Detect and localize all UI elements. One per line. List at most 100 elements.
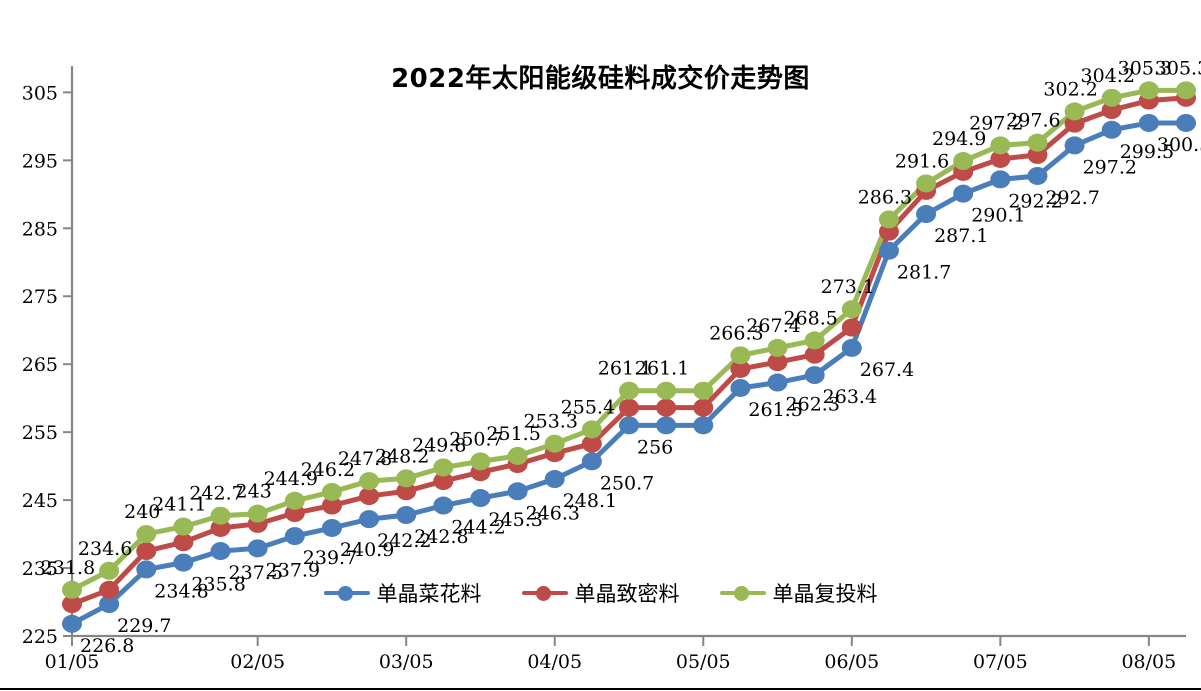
series-data-point bbox=[136, 525, 157, 544]
data-point-label: 297.6 bbox=[1006, 110, 1060, 132]
series-data-point bbox=[210, 542, 231, 561]
data-point-label: 287.1 bbox=[934, 225, 988, 247]
series-data-point bbox=[507, 482, 528, 501]
legend-item-3[interactable]: 单晶复投料 bbox=[719, 578, 878, 608]
x-axis-tick-label: 07/05 bbox=[973, 651, 1028, 673]
legend-item-2[interactable]: 单晶致密料 bbox=[521, 578, 680, 608]
data-point-label: 261.1 bbox=[635, 358, 689, 380]
series-line bbox=[69, 95, 1189, 607]
x-axis-tick-label: 05/05 bbox=[676, 651, 731, 673]
data-point-label: 256 bbox=[637, 436, 673, 458]
series-data-point bbox=[99, 580, 120, 599]
x-axis: 01/05 02/05 03/05 04/05 05/05 06/05 07/05 08/05 bbox=[45, 634, 1186, 673]
series-data-point bbox=[990, 170, 1011, 189]
chart-legend: 单晶菜花料 单晶致密料 单晶复投料 bbox=[0, 578, 1201, 608]
series-data-point bbox=[1101, 88, 1122, 107]
series-data-point bbox=[1027, 166, 1048, 185]
series-data-point bbox=[916, 174, 937, 193]
x-axis-tick-label: 04/05 bbox=[527, 651, 582, 673]
data-point-label: 273.1 bbox=[821, 276, 875, 298]
legend-series-marker-icon bbox=[719, 584, 766, 602]
series-line bbox=[69, 87, 1189, 593]
series-data-point bbox=[359, 510, 380, 529]
data-point-label: 231.8 bbox=[41, 557, 95, 579]
y-axis-tick-label: 295 bbox=[22, 150, 58, 172]
series-data-point bbox=[433, 496, 454, 515]
series-data-point bbox=[173, 533, 194, 552]
series-data-point bbox=[1101, 120, 1122, 139]
series-data-point bbox=[730, 346, 751, 365]
data-point-label: 226.8 bbox=[80, 635, 134, 657]
series-data-point bbox=[99, 595, 120, 614]
data-point-label: 243 bbox=[236, 481, 272, 503]
series-data-point bbox=[878, 210, 899, 229]
series-data-point bbox=[767, 353, 788, 372]
series-data-point bbox=[507, 446, 528, 465]
data-point-label: 261.1 bbox=[598, 358, 652, 380]
x-axis-tick-label: 01/05 bbox=[45, 651, 100, 673]
data-point-label: 250.7 bbox=[600, 472, 654, 494]
series-data-point bbox=[396, 482, 417, 501]
data-point-label: 268.5 bbox=[783, 307, 837, 329]
series-data-point bbox=[693, 416, 714, 435]
series-data-point bbox=[953, 152, 974, 171]
data-point-label: 234.8 bbox=[154, 580, 208, 602]
series-data-point bbox=[284, 527, 305, 546]
legend-item-label: 单晶菜花料 bbox=[376, 582, 482, 606]
data-point-label: 304.2 bbox=[1081, 65, 1135, 87]
data-point-label: 235.8 bbox=[191, 574, 245, 596]
data-point-label: 239.7 bbox=[303, 547, 357, 569]
series-data-point bbox=[619, 381, 639, 400]
series-data-point bbox=[136, 560, 157, 579]
data-point-label: 249.8 bbox=[412, 434, 466, 456]
data-point-label: 242.7 bbox=[189, 483, 243, 505]
data-point-label: 261.5 bbox=[748, 399, 802, 421]
data-point-label: 255.4 bbox=[561, 396, 615, 418]
series-data-point bbox=[916, 205, 937, 224]
series-data-point bbox=[841, 300, 862, 319]
x-axis-tick-label: 06/05 bbox=[824, 651, 879, 673]
y-axis-tick-label: 305 bbox=[22, 82, 58, 104]
series-data-point bbox=[470, 489, 491, 508]
y-axis-tick-label: 225 bbox=[22, 626, 58, 648]
series-data-point bbox=[470, 452, 491, 471]
series-data-point bbox=[396, 469, 417, 488]
series-data-point bbox=[173, 517, 194, 536]
series-data-point bbox=[210, 506, 231, 525]
data-point-label: 297.2 bbox=[969, 112, 1023, 134]
y-axis-tick-label: 255 bbox=[22, 422, 58, 444]
data-point-label: 300.5 bbox=[1157, 134, 1201, 156]
series-data-point bbox=[359, 472, 380, 491]
y-axis-tick-label: 235 bbox=[22, 558, 58, 580]
data-point-label: 297.2 bbox=[1083, 156, 1137, 178]
series-data-point bbox=[581, 420, 602, 439]
data-point-label: 267.4 bbox=[746, 315, 800, 337]
series-data-point bbox=[136, 542, 157, 561]
data-point-label: 251.5 bbox=[486, 423, 540, 445]
data-point-label: 248.1 bbox=[563, 490, 617, 512]
series-data-point bbox=[247, 539, 268, 558]
data-point-label: 263.4 bbox=[823, 386, 877, 408]
data-point-label: 267.4 bbox=[860, 359, 914, 381]
data-point-label: 250.7 bbox=[449, 428, 503, 450]
series-data-point bbox=[62, 580, 82, 599]
series-data-point bbox=[656, 381, 677, 400]
data-point-label: 305.3 bbox=[1155, 57, 1201, 79]
data-point-label: 262.3 bbox=[786, 394, 840, 416]
series-data-point bbox=[990, 149, 1011, 168]
series-data-point bbox=[544, 470, 565, 489]
data-point-label: 266.3 bbox=[709, 322, 763, 344]
series-data-point bbox=[581, 434, 602, 453]
series-data-point bbox=[396, 506, 417, 525]
series-data-point bbox=[619, 398, 639, 417]
legend-item-1[interactable]: 单晶菜花料 bbox=[323, 578, 482, 608]
series-data-point bbox=[321, 482, 342, 501]
series-data-point bbox=[619, 416, 639, 435]
data-point-label: 229.7 bbox=[117, 615, 171, 637]
y-axis-tick-label: 275 bbox=[22, 286, 58, 308]
data-point-label: 291.6 bbox=[895, 150, 949, 172]
series-points bbox=[62, 81, 1196, 633]
series-data-point bbox=[953, 184, 974, 203]
